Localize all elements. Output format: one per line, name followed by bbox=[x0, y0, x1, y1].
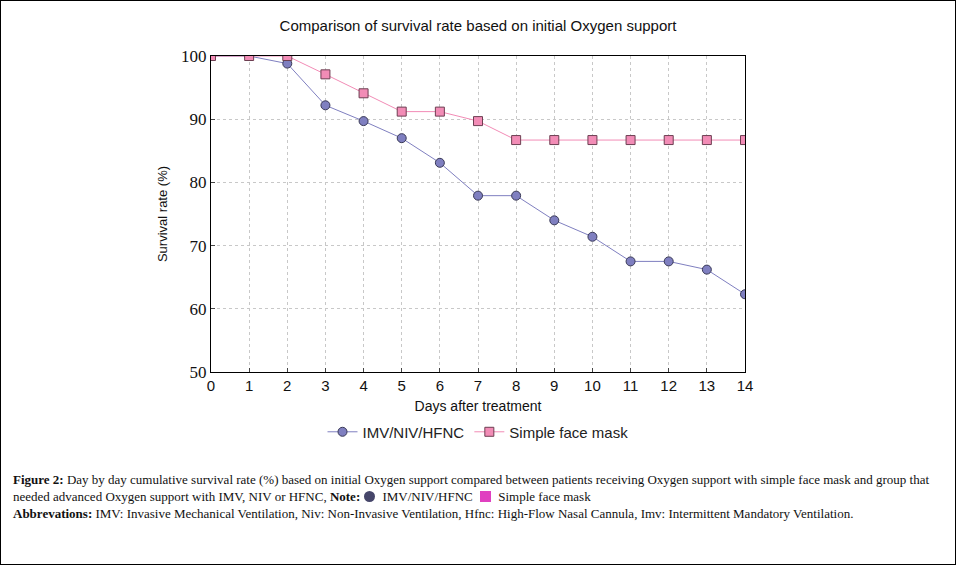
svg-text:Comparison of survival rate ba: Comparison of survival rate based on ini… bbox=[280, 17, 678, 34]
html-text:Figure 2: Day by day cumulativ: Figure 2: Day by day cumulative survival… bbox=[13, 472, 929, 504]
html-text:IMV/NIV/HFNC: IMV/NIV/HFNC bbox=[379, 489, 476, 504]
svg-text:Survival rate (%): Survival rate (%) bbox=[155, 166, 170, 262]
svg-text:70: 70 bbox=[190, 237, 207, 256]
svg-text:1: 1 bbox=[245, 377, 253, 394]
svg-text:IMV/NIV/HFNC: IMV/NIV/HFNC bbox=[363, 424, 465, 441]
svg-text:3: 3 bbox=[321, 377, 329, 394]
svg-text:80: 80 bbox=[190, 173, 207, 192]
svg-text:6: 6 bbox=[436, 377, 444, 394]
svg-text:13: 13 bbox=[699, 377, 716, 394]
svg-text:4: 4 bbox=[359, 377, 367, 394]
svg-text:0: 0 bbox=[207, 377, 215, 394]
svg-text:7: 7 bbox=[474, 377, 482, 394]
svg-text:14: 14 bbox=[737, 377, 754, 394]
svg-text:5: 5 bbox=[398, 377, 406, 394]
svg-text:Days after treatment: Days after treatment bbox=[415, 398, 542, 414]
svg-text:90: 90 bbox=[190, 110, 207, 129]
svg-text:60: 60 bbox=[190, 300, 207, 319]
svg-text:100: 100 bbox=[181, 47, 207, 66]
html-text:Abbrevations: IMV: Invasive Me: Abbrevations: IMV: Invasive Mechanical V… bbox=[13, 506, 854, 521]
svg-text:11: 11 bbox=[623, 377, 639, 394]
svg-text:8: 8 bbox=[512, 377, 520, 394]
html-text:Simple face mask: Simple face mask bbox=[495, 489, 591, 504]
svg-text:2: 2 bbox=[283, 377, 291, 394]
svg-text:10: 10 bbox=[584, 377, 601, 394]
svg-text:Simple face mask: Simple face mask bbox=[509, 424, 628, 441]
svg-text:50: 50 bbox=[190, 363, 207, 382]
svg-text:9: 9 bbox=[550, 377, 558, 394]
svg-text:12: 12 bbox=[660, 377, 677, 394]
